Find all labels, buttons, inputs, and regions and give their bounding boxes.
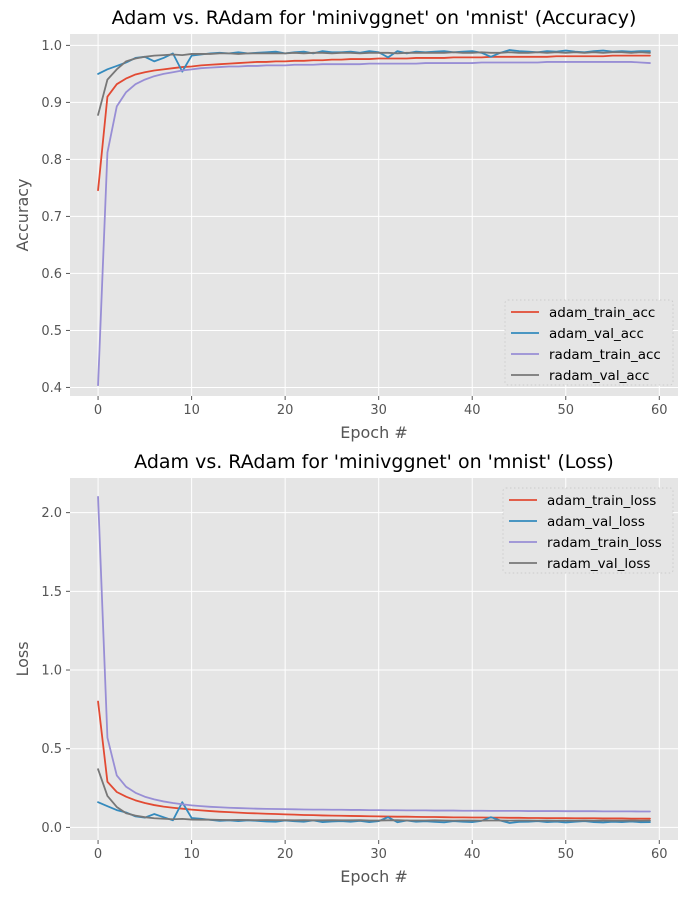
y-tick-label: 0.4 <box>41 381 62 396</box>
y-tick-label: 0.5 <box>41 324 62 339</box>
series-line-adam-val-loss <box>97 801 651 824</box>
x-tick-label: 0 <box>94 403 102 418</box>
x-tick-label: 10 <box>183 403 200 418</box>
series-line-radam-val-loss <box>97 768 651 822</box>
y-tick-label: 0.5 <box>41 742 62 757</box>
accuracy-chart: 0 10 20 30 40 50 60 0.4 0.5 0.6 0.7 0.8 0.9 1.0 Adam v… <box>13 7 678 442</box>
legend-box <box>504 299 674 386</box>
legend: adam_train_loss adam_val_loss radam_train_… <box>502 487 674 574</box>
x-tick-label: 50 <box>557 847 574 862</box>
x-tick-label: 10 <box>183 847 200 862</box>
y-tick-label: 0.9 <box>41 96 62 111</box>
chart-title: Adam vs. RAdam for 'minivggnet' on 'mnis… <box>134 451 614 473</box>
y-tick-label: 0.7 <box>41 210 62 225</box>
loss-chart: 0 10 20 30 40 50 60 0.0 0.5 1.0 1.5 2.0 Adam vs. RAd… <box>13 451 678 886</box>
x-tick-label: 30 <box>370 403 387 418</box>
y-axis-label: Accuracy <box>13 178 32 251</box>
y-tick-label: 0.8 <box>41 153 62 168</box>
x-tick-label: 0 <box>94 847 102 862</box>
series-line-adam-train-loss <box>97 700 651 820</box>
legend-label: radam_val_loss <box>547 556 650 572</box>
legend-label: radam_val_acc <box>549 368 649 384</box>
x-tick-label: 20 <box>277 403 294 418</box>
legend: adam_train_acc adam_val_acc radam_train_ac… <box>504 299 674 386</box>
x-axis-label: Epoch # <box>340 423 407 442</box>
x-tick-label: 40 <box>464 847 481 862</box>
x-axis-label: Epoch # <box>340 867 407 886</box>
x-tick-label: 30 <box>370 847 387 862</box>
legend-label: adam_val_loss <box>547 514 645 530</box>
y-tick-label: 1.0 <box>41 39 62 54</box>
legend-label: adam_train_acc <box>549 305 655 321</box>
legend-label: adam_train_loss <box>547 493 656 509</box>
series-line-radam-train-loss <box>97 495 651 813</box>
series-line-radam-val-acc <box>97 51 651 116</box>
legend-label: radam_train_loss <box>547 535 662 551</box>
y-tick-label: 0.6 <box>41 267 62 282</box>
series-line-adam-train-acc <box>97 54 651 192</box>
y-tick-label: 2.0 <box>41 506 62 521</box>
y-tick-label: 0.0 <box>41 821 62 836</box>
series-line-radam-train-acc <box>97 61 651 387</box>
x-tick-label: 60 <box>651 403 668 418</box>
y-tick-label: 1.5 <box>41 585 62 600</box>
x-tick-label: 40 <box>464 403 481 418</box>
legend-label: adam_val_acc <box>549 326 644 342</box>
x-tick-label: 60 <box>651 847 668 862</box>
x-tick-label: 50 <box>557 403 574 418</box>
legend-label: radam_train_acc <box>549 347 661 363</box>
chart-title: Adam vs. RAdam for 'minivggnet' on 'mnis… <box>112 7 637 29</box>
x-tick-label: 20 <box>277 847 294 862</box>
y-axis-label: Loss <box>13 641 32 676</box>
y-tick-label: 1.0 <box>41 664 62 679</box>
legend-box <box>502 487 674 574</box>
